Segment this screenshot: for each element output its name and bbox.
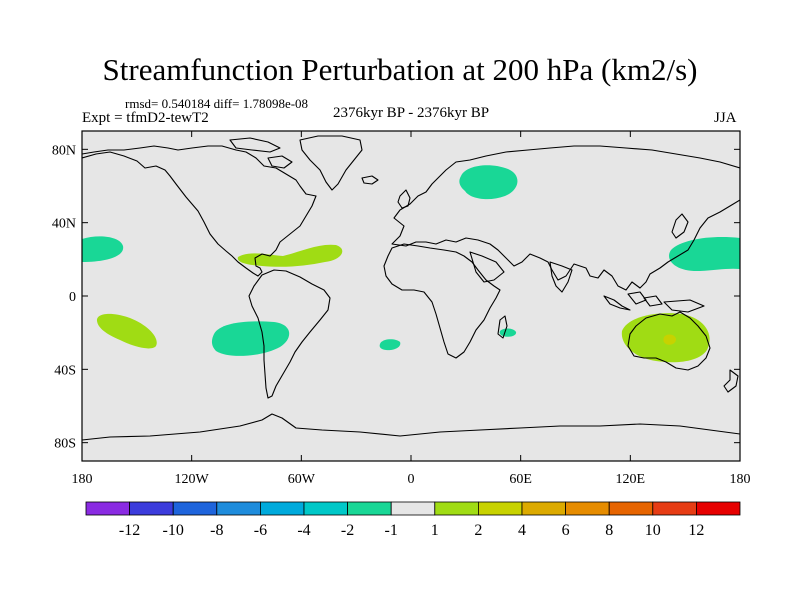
experiment-label: Expt = tfmD2-tewT2 <box>82 110 209 126</box>
coast-britain <box>397 189 411 209</box>
colorbar: -12 -10 -8 -6 -4 -2 -1 1 2 4 6 8 10 12 <box>85 501 741 539</box>
colorbar-swatch <box>216 501 261 516</box>
coast-india <box>549 261 573 293</box>
anomaly-south-atlantic <box>379 339 401 351</box>
y-tick-label: 80S <box>54 437 76 452</box>
colorbar-label: -8 <box>210 522 223 539</box>
period-label: 2376kyr BP - 2376kyr BP <box>332 105 490 121</box>
coast-eurasia <box>391 145 740 291</box>
anomaly-layer <box>82 165 740 363</box>
colorbar-swatch <box>477 501 523 516</box>
coastlines <box>82 135 740 441</box>
y-tick-label: 0 <box>69 290 76 305</box>
colorbar-swatch <box>390 501 436 516</box>
anomaly-caribbean <box>237 244 343 267</box>
colorbar-swatch <box>565 501 610 516</box>
anomaly-ne-pacific <box>82 236 124 262</box>
colorbar-label: -6 <box>254 522 267 539</box>
colorbar-label: -4 <box>297 522 310 539</box>
stats-label: rmsd= 0.540184 diff= 1.78098e-08 <box>125 96 309 111</box>
coast-iceland <box>361 175 379 185</box>
coast-arabia <box>469 251 505 283</box>
anomaly-se-pacific <box>211 321 290 356</box>
colorbar-label: 2 <box>474 522 482 539</box>
colorbar-label: 12 <box>688 522 704 539</box>
colorbar-swatch <box>172 501 218 516</box>
x-tick-label: 120E <box>616 472 646 487</box>
coast-arctic-islands <box>229 137 293 169</box>
map-background <box>82 131 740 461</box>
colorbar-swatch <box>434 501 479 516</box>
colorbar-label: 10 <box>645 522 661 539</box>
coast-africa <box>383 243 501 359</box>
x-axis: 180 120W 60W 0 60E 120E 180 <box>72 131 751 487</box>
anomaly-nw-pacific <box>669 237 740 272</box>
colorbar-label: 6 <box>562 522 570 539</box>
coast-greenland <box>299 135 363 191</box>
colorbar-label: 4 <box>518 522 526 539</box>
anomaly-south-pacific <box>96 313 157 349</box>
colorbar-label: -10 <box>163 522 184 539</box>
y-tick-label: 40N <box>52 217 76 232</box>
y-tick-label: 80N <box>52 143 76 158</box>
coast-japan <box>671 213 689 239</box>
x-tick-label: 60W <box>288 472 316 487</box>
colorbar-swatch <box>347 501 392 516</box>
coast-north-america <box>82 145 317 277</box>
coast-south-america <box>248 269 331 399</box>
colorbar-label: -1 <box>385 522 398 539</box>
chart-title: Streamfunction Perturbation at 200 hPa (… <box>102 52 698 87</box>
colorbar-swatch <box>608 501 654 516</box>
colorbar-swatch <box>696 501 741 516</box>
colorbar-label: -2 <box>341 522 354 539</box>
colorbar-swatch <box>521 501 566 516</box>
colorbar-swatch <box>85 501 130 516</box>
coast-new-zealand <box>723 369 739 393</box>
y-tick-label: 40S <box>54 363 76 378</box>
anomaly-central-australia <box>663 334 676 345</box>
coast-madagascar <box>497 315 508 339</box>
x-tick-label: 180 <box>72 472 93 487</box>
colorbar-swatch <box>129 501 174 516</box>
anomaly-scandinavia <box>459 165 518 200</box>
coast-australia <box>627 311 711 371</box>
x-tick-label: 60E <box>509 472 532 487</box>
colorbar-swatch <box>303 501 348 516</box>
colorbar-label: 1 <box>431 522 439 539</box>
x-tick-label: 180 <box>730 472 751 487</box>
colorbar-label: -12 <box>119 522 140 539</box>
x-tick-label: 120W <box>175 472 210 487</box>
colorbar-swatch <box>652 501 697 516</box>
season-label: JJA <box>714 110 737 126</box>
coast-indonesia <box>603 291 705 313</box>
colorbar-swatch <box>259 501 305 516</box>
y-axis: 80N 40N 0 40S 80S <box>52 143 740 452</box>
colorbar-label: 8 <box>605 522 613 539</box>
coast-antarctica <box>82 413 740 441</box>
x-tick-label: 0 <box>408 472 415 487</box>
